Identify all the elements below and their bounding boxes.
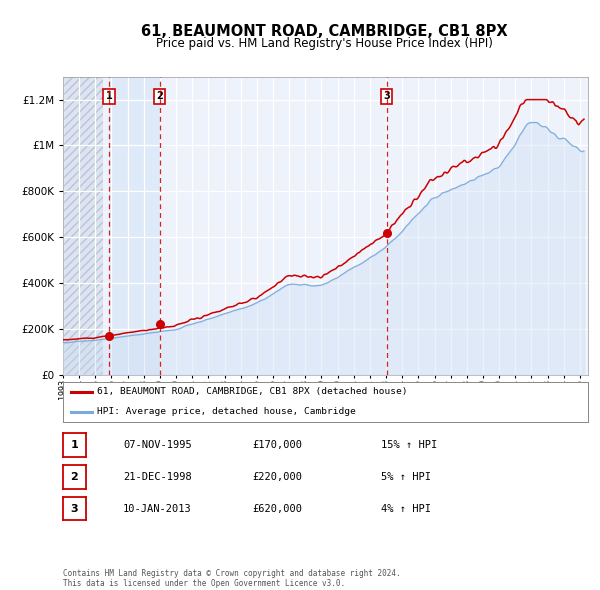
Text: This data is licensed under the Open Government Licence v3.0.: This data is licensed under the Open Gov… xyxy=(63,579,345,588)
Text: 3: 3 xyxy=(71,504,78,513)
Text: 21-DEC-1998: 21-DEC-1998 xyxy=(123,472,192,481)
Text: 2: 2 xyxy=(156,91,163,101)
Text: 1: 1 xyxy=(106,91,112,101)
Text: 2: 2 xyxy=(71,472,78,481)
Text: 3: 3 xyxy=(383,91,390,101)
Text: 61, BEAUMONT ROAD, CAMBRIDGE, CB1 8PX: 61, BEAUMONT ROAD, CAMBRIDGE, CB1 8PX xyxy=(140,24,508,38)
Text: £620,000: £620,000 xyxy=(252,504,302,513)
Text: 10-JAN-2013: 10-JAN-2013 xyxy=(123,504,192,513)
Text: £170,000: £170,000 xyxy=(252,440,302,450)
Text: HPI: Average price, detached house, Cambridge: HPI: Average price, detached house, Camb… xyxy=(97,407,356,417)
Text: 15% ↑ HPI: 15% ↑ HPI xyxy=(381,440,437,450)
Text: 07-NOV-1995: 07-NOV-1995 xyxy=(123,440,192,450)
Text: £220,000: £220,000 xyxy=(252,472,302,481)
Text: Price paid vs. HM Land Registry's House Price Index (HPI): Price paid vs. HM Land Registry's House … xyxy=(155,37,493,50)
Text: 5% ↑ HPI: 5% ↑ HPI xyxy=(381,472,431,481)
Text: Contains HM Land Registry data © Crown copyright and database right 2024.: Contains HM Land Registry data © Crown c… xyxy=(63,569,401,578)
Text: 1: 1 xyxy=(71,440,78,450)
Text: 61, BEAUMONT ROAD, CAMBRIDGE, CB1 8PX (detached house): 61, BEAUMONT ROAD, CAMBRIDGE, CB1 8PX (d… xyxy=(97,387,407,396)
Text: 4% ↑ HPI: 4% ↑ HPI xyxy=(381,504,431,513)
